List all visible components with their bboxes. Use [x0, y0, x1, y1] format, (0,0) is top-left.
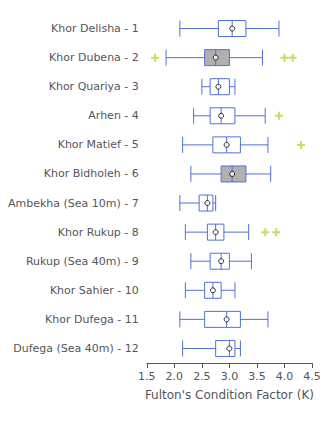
svg-text:Khor Rukup - 8: Khor Rukup - 8	[58, 226, 139, 239]
svg-text:Dufega (Sea 40m) - 12: Dufega (Sea 40m) - 12	[13, 342, 139, 355]
svg-text:Ambekha (Sea 10m) - 7: Ambekha (Sea 10m) - 7	[8, 197, 139, 210]
svg-text:4.5: 4.5	[303, 370, 321, 383]
svg-text:3.5: 3.5	[248, 370, 266, 383]
svg-text:Khor Delisha - 1: Khor Delisha - 1	[51, 22, 139, 35]
svg-text:1.5: 1.5	[138, 370, 156, 383]
svg-text:Arhen - 4: Arhen - 4	[88, 109, 139, 122]
svg-text:Khor Dufega - 11: Khor Dufega - 11	[45, 313, 139, 326]
svg-text:Khor Dubena - 2: Khor Dubena - 2	[49, 51, 139, 64]
svg-text:Fulton's Condition Factor (K): Fulton's Condition Factor (K)	[145, 388, 314, 402]
svg-text:Khor Matief - 5: Khor Matief - 5	[58, 138, 139, 151]
svg-text:3.0: 3.0	[221, 370, 239, 383]
svg-text:Khor Sahier - 10: Khor Sahier - 10	[50, 284, 139, 297]
svg-text:2.5: 2.5	[193, 370, 211, 383]
svg-text:4.0: 4.0	[276, 370, 294, 383]
svg-text:Rukup (Sea 40m) - 9: Rukup (Sea 40m) - 9	[26, 255, 139, 268]
svg-text:Khor Quariya - 3: Khor Quariya - 3	[49, 80, 139, 93]
svg-text:Khor Bidholeh - 6: Khor Bidholeh - 6	[44, 167, 139, 180]
svg-text:2.0: 2.0	[166, 370, 184, 383]
